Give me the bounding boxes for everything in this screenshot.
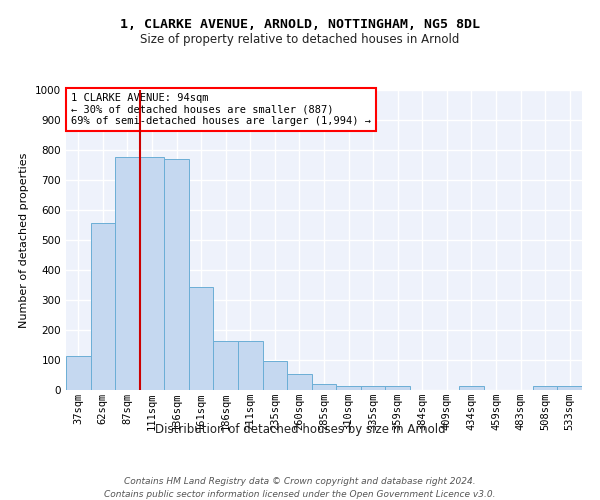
Bar [189, 287, 214, 390]
Bar [140, 156, 164, 390]
Bar [459, 386, 484, 390]
Bar [91, 222, 115, 390]
Bar [115, 156, 140, 390]
Bar [533, 386, 557, 390]
Text: 1, CLARKE AVENUE, ARNOLD, NOTTINGHAM, NG5 8DL: 1, CLARKE AVENUE, ARNOLD, NOTTINGHAM, NG… [120, 18, 480, 30]
Bar [66, 356, 91, 390]
Text: Distribution of detached houses by size in Arnold: Distribution of detached houses by size … [155, 422, 445, 436]
Bar [164, 159, 189, 390]
Y-axis label: Number of detached properties: Number of detached properties [19, 152, 29, 328]
Bar [336, 386, 361, 390]
Bar [361, 386, 385, 390]
Bar [287, 374, 312, 390]
Bar [263, 360, 287, 390]
Text: Size of property relative to detached houses in Arnold: Size of property relative to detached ho… [140, 32, 460, 46]
Text: Contains HM Land Registry data © Crown copyright and database right 2024.: Contains HM Land Registry data © Crown c… [124, 478, 476, 486]
Bar [557, 386, 582, 390]
Bar [214, 340, 238, 390]
Text: 1 CLARKE AVENUE: 94sqm
← 30% of detached houses are smaller (887)
69% of semi-de: 1 CLARKE AVENUE: 94sqm ← 30% of detached… [71, 93, 371, 126]
Bar [312, 384, 336, 390]
Bar [238, 340, 263, 390]
Text: Contains public sector information licensed under the Open Government Licence v3: Contains public sector information licen… [104, 490, 496, 499]
Bar [385, 386, 410, 390]
